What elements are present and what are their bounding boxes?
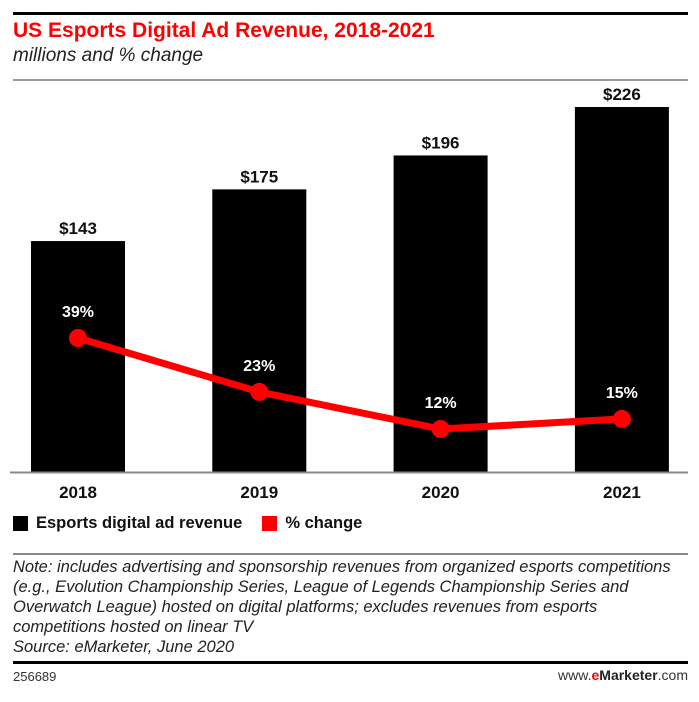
brand-name: Marketer xyxy=(599,667,658,683)
chart-title: US Esports Digital Ad Revenue, 2018-2021 xyxy=(13,19,435,42)
line-layer xyxy=(69,329,631,438)
percent-change-marker-2020 xyxy=(431,420,450,438)
note-rule xyxy=(13,553,688,555)
bar-value-label: $143 xyxy=(59,219,97,238)
bar-2019 xyxy=(212,189,307,473)
brand-link[interactable]: www.eMarketer.com xyxy=(558,667,688,683)
x-tick-labels: 2018 2019 2020 2021 xyxy=(59,483,641,502)
legend-swatch-change xyxy=(262,516,278,531)
x-tick-label: 2020 xyxy=(422,483,460,502)
top-rule xyxy=(13,12,688,15)
x-tick-label: 2021 xyxy=(603,483,641,502)
bar-value-label: $196 xyxy=(422,133,460,152)
percent-change-line xyxy=(74,334,626,433)
bars-layer xyxy=(31,107,669,473)
footer-rule xyxy=(13,661,688,664)
percent-change-label: 39% xyxy=(62,304,94,321)
chart-id: 256689 xyxy=(13,669,57,684)
legend-item-change: % change xyxy=(262,514,362,533)
brand-prefix: www. xyxy=(558,667,592,683)
footnote: Note: includes advertising and sponsorsh… xyxy=(13,557,693,657)
bar-value-label: $226 xyxy=(603,85,641,104)
note-text: Note: includes advertising and sponsorsh… xyxy=(13,558,671,636)
subtitle-rule xyxy=(13,79,688,81)
brand-suffix: .com xyxy=(657,667,688,683)
bar-value-label: $175 xyxy=(240,167,278,186)
brand-e: e xyxy=(591,667,600,683)
legend-label-change: % change xyxy=(285,514,363,532)
line-labels-layer: 39% 23% 12% 15% xyxy=(62,304,638,412)
legend-swatch-revenue xyxy=(13,516,28,531)
percent-change-marker-2018 xyxy=(69,329,87,347)
chart-subtitle: millions and % change xyxy=(13,45,204,66)
percent-change-label: 12% xyxy=(425,395,457,412)
percent-change-label: 15% xyxy=(606,385,638,402)
bar-line-chart: $143$175$196$226 39%23%12%15% 2018 2019 20… xyxy=(10,85,688,502)
x-tick-label: 2019 xyxy=(240,483,278,502)
legend-item-revenue: Esports digital ad revenue xyxy=(13,514,242,533)
legend-label-revenue: Esports digital ad revenue xyxy=(36,514,243,532)
legend: Esports digital ad revenue % change xyxy=(13,514,382,533)
bar-2018 xyxy=(31,241,125,472)
percent-change-label: 23% xyxy=(243,358,275,375)
bar-labels-layer: $143 $175 $196 $226 xyxy=(59,85,641,238)
percent-change-marker-2021 xyxy=(612,409,631,428)
source-text: Source: eMarketer, June 2020 xyxy=(13,638,235,656)
percent-change-marker-2019 xyxy=(250,382,269,401)
x-tick-label: 2018 xyxy=(59,483,97,502)
